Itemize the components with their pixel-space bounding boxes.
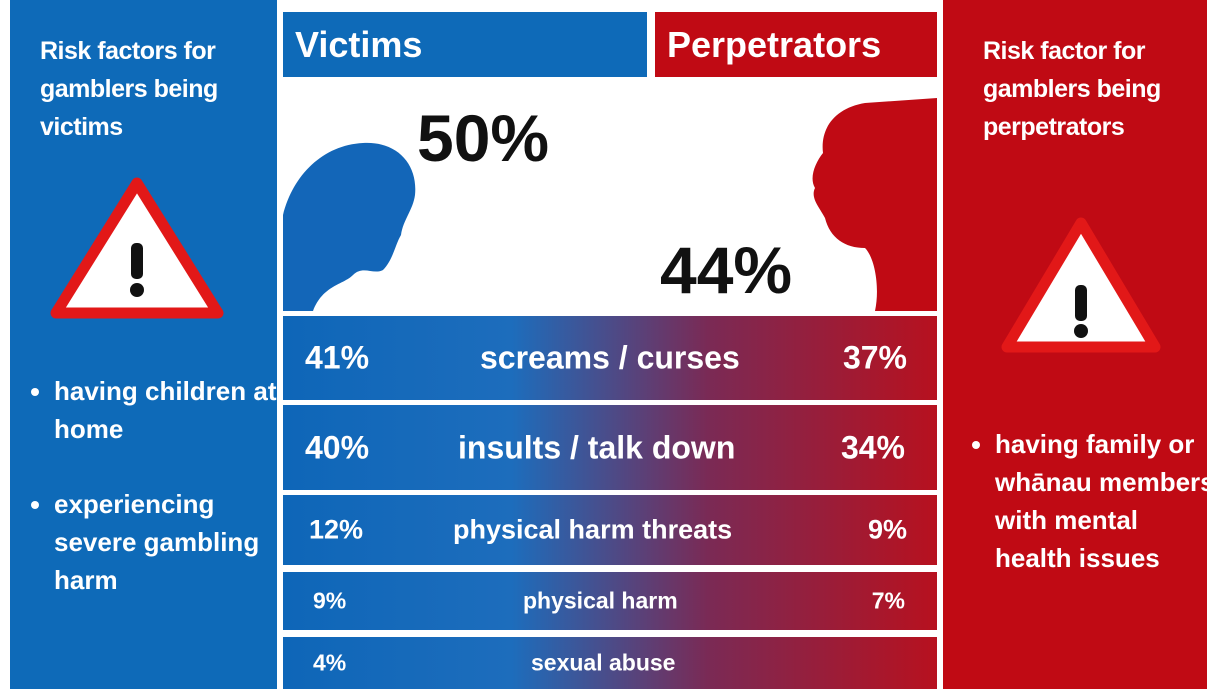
victims-value: 12% bbox=[309, 515, 363, 546]
right-panel: Risk factor for gamblers being perpetrat… bbox=[943, 0, 1207, 689]
bullet-list: having family or whānau members with men… bbox=[965, 425, 1207, 614]
row: 9% physical harm 7% bbox=[283, 572, 937, 630]
victims-value: 41% bbox=[305, 340, 369, 377]
row: 41% screams / curses 37% bbox=[283, 316, 937, 400]
row-label: insults / talk down bbox=[458, 429, 735, 466]
row-label: screams / curses bbox=[480, 340, 740, 377]
perpetrators-value: 37% bbox=[843, 340, 907, 377]
panel-title: Risk factors for gamblers being victims bbox=[40, 32, 240, 146]
panel-title: Risk factor for gamblers being perpetrat… bbox=[983, 32, 1193, 146]
warning-icon bbox=[50, 175, 225, 320]
perpetrators-value: 34% bbox=[841, 429, 905, 466]
row-label: physical harm threats bbox=[453, 515, 732, 546]
row: 12% physical harm threats 9% bbox=[283, 495, 937, 565]
page: Risk factors for gamblers being victims … bbox=[0, 0, 1207, 689]
perpetrators-header: Perpetrators bbox=[655, 12, 937, 77]
row: 4% sexual abuse bbox=[283, 637, 937, 689]
bullet: experiencing severe gambling harm bbox=[54, 485, 284, 599]
row: 40% insults / talk down 34% bbox=[283, 405, 937, 490]
victims-value: 9% bbox=[313, 588, 346, 615]
bullet: having family or whānau members with men… bbox=[995, 425, 1207, 577]
perpetrators-total: 44% bbox=[660, 232, 792, 308]
victim-silhouette bbox=[283, 135, 423, 311]
perpetrators-value: 9% bbox=[868, 515, 907, 546]
victims-value: 4% bbox=[313, 650, 346, 677]
row-label: physical harm bbox=[523, 588, 678, 615]
row-label: sexual abuse bbox=[531, 650, 675, 677]
bullet: having children at home bbox=[54, 372, 284, 448]
victims-header: Victims bbox=[283, 12, 647, 77]
victims-value: 40% bbox=[305, 429, 369, 466]
perpetrator-silhouette bbox=[805, 98, 937, 311]
victims-total: 50% bbox=[417, 100, 549, 176]
bullet-list: having children at home experiencing sev… bbox=[24, 372, 284, 636]
left-panel: Risk factors for gamblers being victims … bbox=[10, 0, 277, 689]
warning-icon bbox=[1001, 215, 1161, 355]
perpetrators-value: 7% bbox=[872, 588, 905, 615]
